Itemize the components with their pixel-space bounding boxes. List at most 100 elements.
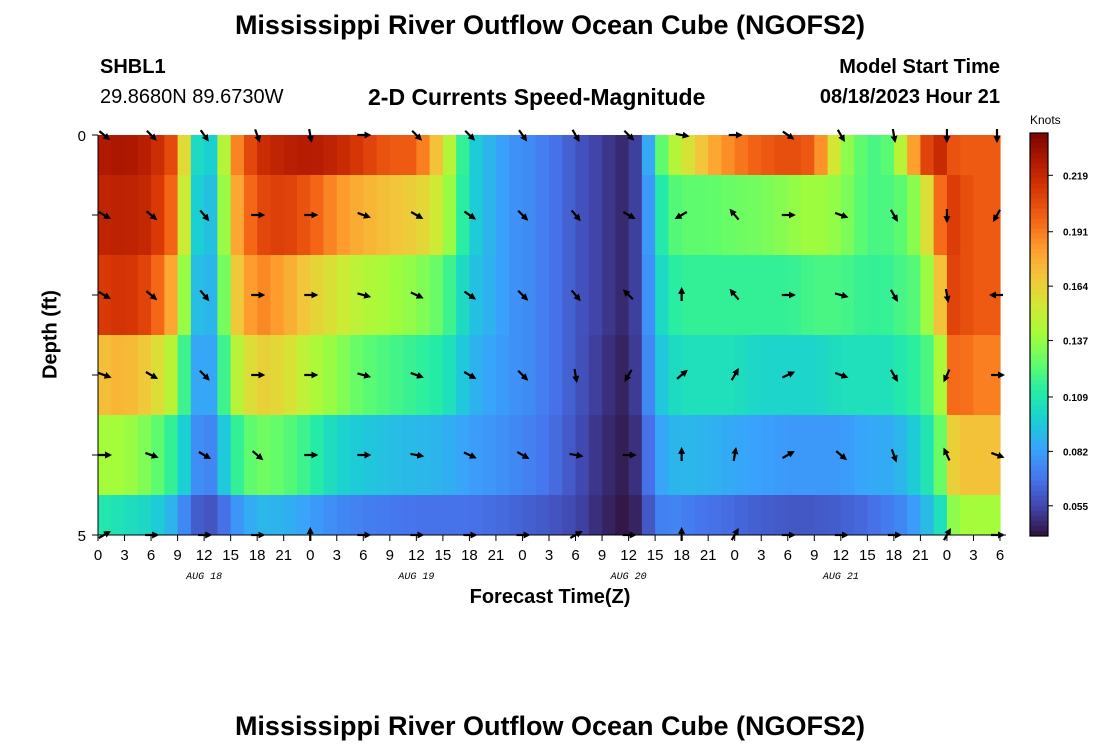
heatmap-cell bbox=[907, 335, 922, 416]
heatmap-cell bbox=[111, 335, 126, 416]
current-vector-arrow bbox=[782, 450, 795, 459]
x-tick-label: 12 bbox=[832, 547, 849, 564]
heatmap-cell bbox=[442, 175, 457, 256]
colorbar-segment bbox=[1030, 344, 1048, 351]
heatmap-cell bbox=[747, 175, 762, 256]
heatmap-cell bbox=[376, 255, 391, 336]
heatmap-cell bbox=[615, 415, 630, 496]
heatmap-cell bbox=[973, 495, 988, 536]
heatmap-cell bbox=[243, 335, 258, 416]
x-tick-label: 21 bbox=[275, 547, 292, 564]
heatmap-cell bbox=[721, 135, 736, 176]
heatmap-cell bbox=[456, 135, 471, 176]
current-vector-arrow bbox=[729, 208, 740, 221]
current-vector-arrow bbox=[517, 209, 529, 221]
heatmap-cell bbox=[323, 255, 338, 336]
current-vector-arrow bbox=[572, 368, 580, 383]
y-tick-label: 5 bbox=[78, 528, 86, 545]
colorbar-segment bbox=[1030, 203, 1048, 210]
heatmap-cell bbox=[602, 135, 616, 176]
heatmap-cell bbox=[562, 415, 577, 496]
heatmap-cell bbox=[694, 255, 709, 336]
colorbar-segment bbox=[1030, 314, 1048, 320]
heatmap-cell bbox=[840, 135, 855, 176]
heatmap-cell bbox=[217, 255, 232, 336]
heatmap-cell bbox=[230, 335, 245, 416]
heatmap-cell bbox=[177, 255, 192, 336]
heatmap-cell bbox=[296, 255, 311, 336]
colorbar-segment bbox=[1030, 319, 1048, 325]
colorbar-segment bbox=[1030, 329, 1048, 335]
heatmap-cell bbox=[655, 255, 669, 336]
heatmap-cell bbox=[217, 175, 232, 256]
current-vector-arrow bbox=[198, 451, 212, 460]
colorbar-segment bbox=[1030, 425, 1048, 431]
heatmap-cell bbox=[456, 495, 471, 536]
heatmap-cell bbox=[190, 495, 205, 536]
heatmap-cell bbox=[588, 335, 603, 416]
heatmap-cell bbox=[217, 415, 232, 496]
heatmap-cell bbox=[509, 175, 524, 256]
heatmap-cell bbox=[111, 135, 126, 176]
colorbar-segment bbox=[1030, 243, 1048, 250]
heatmap-cell bbox=[907, 175, 922, 256]
heatmap-cell bbox=[628, 135, 643, 176]
heatmap-cell bbox=[190, 175, 205, 256]
heatmap-cell bbox=[708, 255, 723, 336]
heatmap-cell bbox=[323, 135, 338, 176]
heatmap-cell bbox=[761, 255, 776, 336]
heatmap-cell bbox=[946, 495, 961, 536]
colorbar-segment bbox=[1030, 495, 1048, 502]
colorbar-segment bbox=[1030, 455, 1048, 461]
colorbar-segment bbox=[1030, 460, 1048, 466]
heatmap-cell bbox=[283, 495, 298, 536]
current-vector-arrow bbox=[98, 130, 111, 141]
current-vector-arrow bbox=[730, 367, 739, 381]
current-vector-arrow bbox=[146, 129, 157, 141]
heatmap-cell bbox=[204, 135, 218, 176]
current-vector-arrow bbox=[889, 209, 898, 223]
heatmap-cell bbox=[137, 335, 152, 416]
heatmap-cell bbox=[747, 335, 762, 416]
colorbar-segment bbox=[1030, 515, 1048, 522]
heatmap-cell bbox=[562, 335, 577, 416]
heatmap-cell bbox=[814, 255, 829, 336]
heatmap-cell bbox=[602, 335, 616, 416]
x-tick-label: 6 bbox=[359, 547, 367, 564]
colorbar-segment bbox=[1030, 279, 1048, 285]
heatmap-cell bbox=[429, 335, 444, 416]
heatmap-cell bbox=[549, 335, 563, 416]
heatmap-cell bbox=[562, 255, 577, 336]
heatmap-cell bbox=[734, 415, 749, 496]
x-axis-label: Forecast Time(Z) bbox=[469, 586, 631, 608]
x-tick-label: 15 bbox=[859, 547, 876, 564]
current-vector-arrow bbox=[517, 289, 529, 301]
current-vector-arrow bbox=[622, 211, 636, 220]
heatmap-cell bbox=[933, 495, 948, 536]
heatmap-cell bbox=[960, 415, 975, 496]
heatmap-cell bbox=[588, 415, 603, 496]
x-tick-label: 15 bbox=[435, 547, 452, 564]
heatmap-cell bbox=[482, 255, 497, 336]
heatmap-cell bbox=[721, 335, 736, 416]
heatmap-cell bbox=[482, 335, 497, 416]
heatmap-cell bbox=[442, 495, 457, 536]
heatmap-cell bbox=[270, 335, 285, 416]
heatmap-cell bbox=[151, 255, 165, 336]
current-vector-arrow bbox=[834, 291, 849, 299]
heatmap-cell bbox=[734, 175, 749, 256]
colorbar-segment bbox=[1030, 445, 1048, 451]
colorbar-segment bbox=[1030, 178, 1048, 184]
colorbar-segment bbox=[1030, 269, 1048, 275]
heatmap-cell bbox=[389, 415, 404, 496]
heatmap-cell bbox=[389, 135, 404, 176]
heatmap-cell bbox=[854, 415, 868, 496]
heatmap-cell bbox=[389, 335, 404, 416]
colorbar-segment bbox=[1030, 228, 1048, 235]
heatmap-cell bbox=[641, 415, 656, 496]
heatmap-cell bbox=[111, 255, 126, 336]
heatmap-cell bbox=[681, 415, 696, 496]
current-vector-arrow bbox=[410, 211, 424, 220]
heatmap-cell bbox=[708, 135, 723, 176]
heatmap-cell bbox=[549, 175, 563, 256]
